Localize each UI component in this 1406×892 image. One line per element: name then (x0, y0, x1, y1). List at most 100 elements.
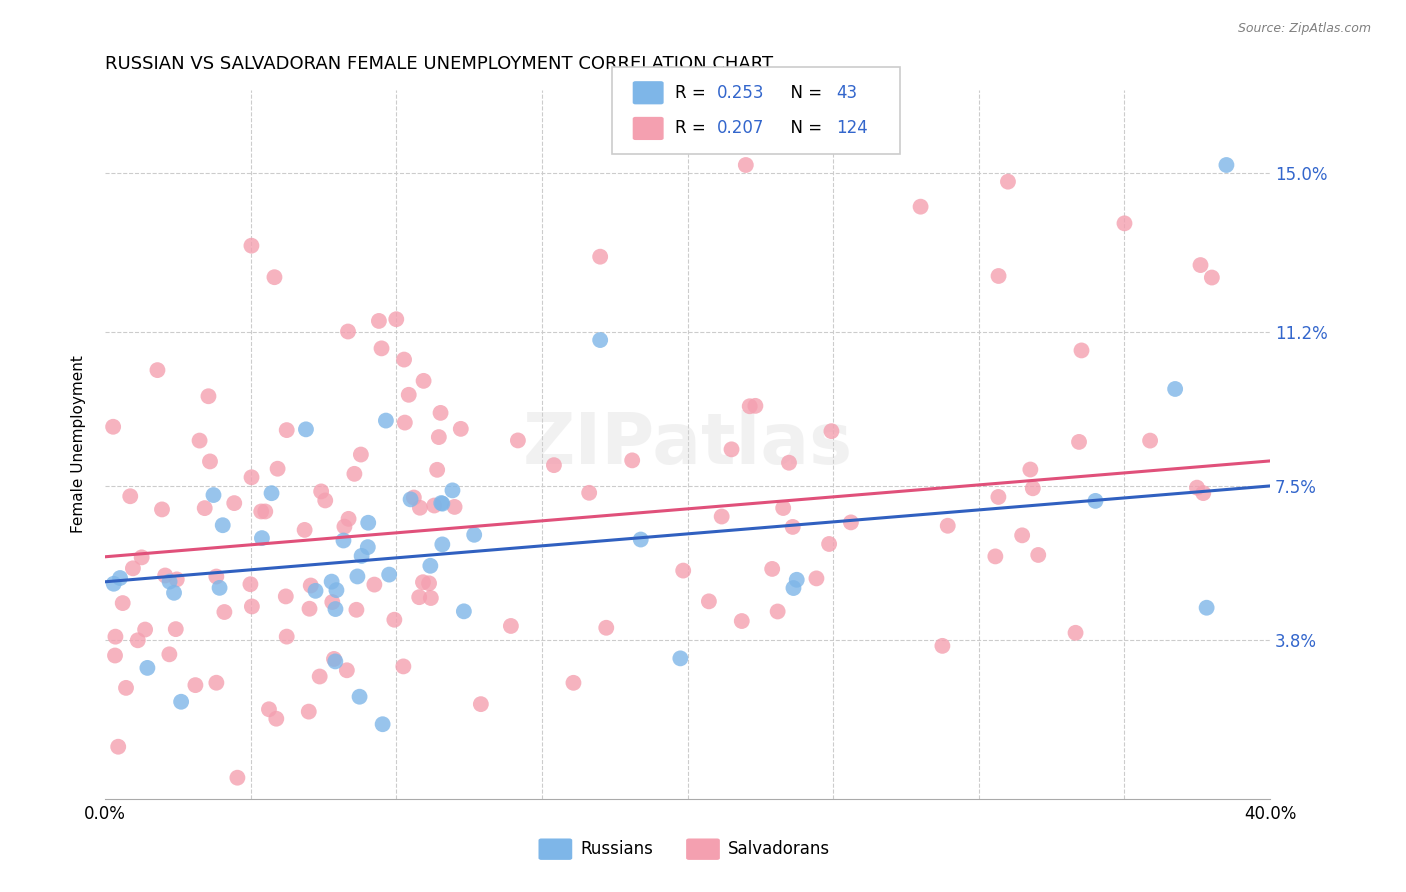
Point (734, 158, 756, 172)
Point (1084, 494, 1107, 508)
Point (595, 621, 617, 635)
Point (357, 540, 380, 554)
Point (936, 518, 959, 533)
Text: N =: N = (780, 84, 828, 102)
Point (263, 270, 285, 285)
Point (1189, 258, 1212, 272)
Point (134, 623, 156, 637)
Point (250, 531, 273, 545)
Point (337, 512, 360, 526)
Text: RUSSIAN VS SALVADORAN FEMALE UNEMPLOYMENT CORRELATION CHART: RUSSIAN VS SALVADORAN FEMALE UNEMPLOYMEN… (105, 55, 773, 73)
Point (1185, 481, 1208, 495)
Point (409, 500, 432, 515)
Point (323, 654, 346, 668)
Point (987, 268, 1010, 283)
Point (499, 619, 522, 633)
Point (350, 549, 373, 563)
Point (382, 613, 405, 627)
Point (240, 470, 263, 484)
Point (298, 705, 321, 719)
Point (127, 633, 149, 648)
Point (786, 573, 808, 587)
Point (589, 250, 612, 264)
Point (333, 519, 356, 533)
Point (1139, 434, 1161, 448)
Text: N =: N = (780, 120, 828, 137)
Point (211, 518, 233, 533)
Point (398, 388, 420, 402)
Point (295, 422, 318, 436)
Point (997, 175, 1019, 189)
Point (153, 568, 176, 582)
Point (782, 520, 804, 534)
Point (274, 590, 297, 604)
Text: Russians: Russians (581, 840, 654, 858)
Point (157, 648, 180, 662)
Point (402, 491, 425, 505)
Point (197, 389, 219, 403)
Point (782, 581, 804, 595)
Text: R =: R = (675, 120, 711, 137)
Point (357, 516, 380, 530)
Text: R =: R = (675, 84, 711, 102)
Point (325, 602, 347, 616)
Point (202, 488, 225, 502)
Point (367, 314, 389, 328)
Point (589, 333, 612, 347)
Point (1164, 382, 1187, 396)
Point (744, 399, 766, 413)
Point (226, 771, 249, 785)
Point (350, 448, 373, 462)
Point (205, 675, 228, 690)
Y-axis label: Female Unemployment: Female Unemployment (72, 355, 86, 533)
Point (349, 690, 371, 704)
Point (304, 583, 326, 598)
Point (778, 456, 800, 470)
Point (761, 562, 783, 576)
Point (419, 558, 441, 573)
Point (184, 678, 207, 692)
Point (412, 374, 434, 388)
Point (1195, 600, 1218, 615)
Point (108, 571, 131, 585)
Point (122, 561, 145, 575)
Point (432, 497, 454, 511)
Text: 0.207: 0.207 (717, 120, 765, 137)
Point (294, 523, 316, 537)
Point (370, 342, 392, 356)
Point (806, 571, 828, 585)
Point (441, 483, 464, 498)
Point (146, 363, 169, 377)
Point (1114, 216, 1136, 230)
Point (101, 419, 124, 434)
Point (150, 502, 173, 516)
Point (314, 493, 336, 508)
Point (166, 573, 188, 587)
Point (165, 622, 187, 636)
Point (1070, 343, 1092, 358)
Point (820, 424, 842, 438)
Point (131, 550, 153, 565)
Point (738, 399, 761, 413)
Point (443, 500, 465, 514)
Point (720, 442, 742, 457)
Point (104, 648, 127, 663)
Point (323, 652, 346, 666)
Point (412, 575, 434, 590)
Point (363, 577, 385, 591)
Point (321, 574, 343, 589)
Point (1067, 434, 1090, 449)
Text: 0.253: 0.253 (717, 84, 765, 102)
Point (346, 569, 368, 583)
Point (250, 504, 273, 518)
Point (159, 574, 181, 589)
Point (432, 537, 454, 551)
Point (910, 200, 932, 214)
Point (254, 504, 277, 518)
Point (374, 414, 396, 428)
Point (543, 458, 565, 472)
Point (336, 663, 359, 677)
Point (931, 639, 953, 653)
Point (343, 467, 366, 481)
Point (710, 509, 733, 524)
